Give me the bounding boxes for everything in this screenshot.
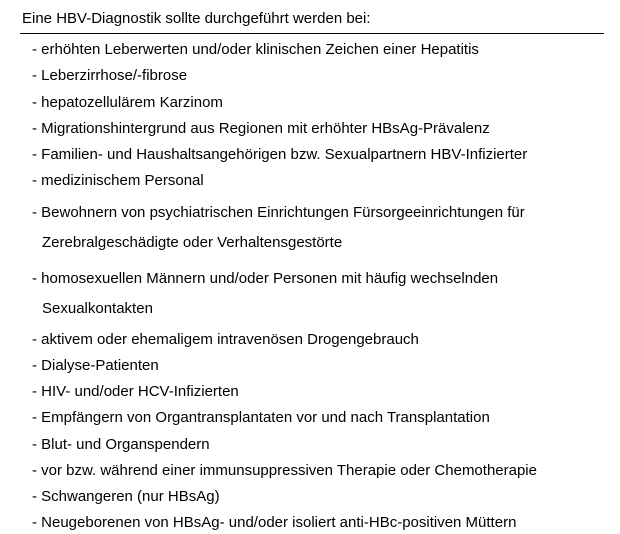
list-item: - medizinischem Personal (32, 171, 604, 191)
list-item: - Migrationshintergrund aus Regionen mit… (32, 119, 604, 139)
list-item: - Leberzirrhose/-fibrose (32, 66, 604, 86)
page-title: Eine HBV-Diagnostik sollte durchgeführt … (20, 8, 604, 29)
list-item: - Dialyse-Patienten (32, 356, 604, 376)
indication-list: - erhöhten Leberwerten und/oder klinisch… (20, 40, 604, 534)
list-item: - Schwangeren (nur HBsAg) (32, 487, 604, 507)
list-item: - homosexuellen Männern und/oder Persone… (32, 264, 604, 324)
title-divider (20, 33, 604, 34)
list-item: - Neugeborenen von HBsAg- und/oder isoli… (32, 513, 604, 533)
list-item: - hepatozellulärem Karzinom (32, 93, 604, 113)
list-item: - Empfängern von Organtransplantaten vor… (32, 408, 604, 428)
list-item: - Familien- und Haushaltsangehörigen bzw… (32, 145, 604, 165)
list-item: - Bewohnern von psychiatrischen Einricht… (32, 198, 604, 258)
list-item: - erhöhten Leberwerten und/oder klinisch… (32, 40, 604, 60)
page: Eine HBV-Diagnostik sollte durchgeführt … (0, 0, 620, 511)
list-item: - Blut- und Organspendern (32, 435, 604, 455)
list-item: - HIV- und/oder HCV-Infizierten (32, 382, 604, 402)
list-item: - vor bzw. während einer immunsuppressiv… (32, 461, 604, 481)
list-item: - aktivem oder ehemaligem intravenösen D… (32, 330, 604, 350)
